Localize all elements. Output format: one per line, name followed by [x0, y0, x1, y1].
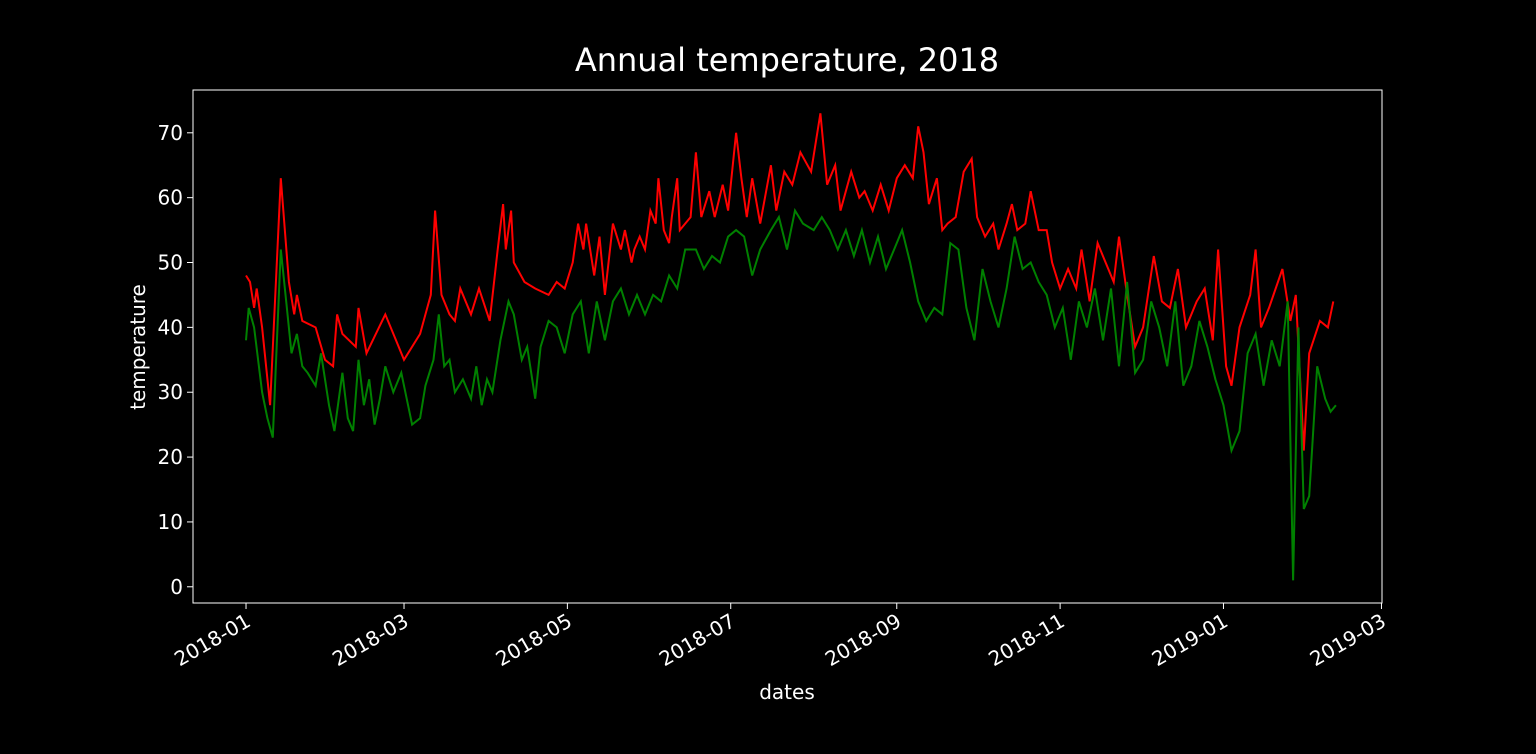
- y-tick-label: 30: [158, 380, 183, 404]
- y-tick-label: 10: [158, 510, 183, 534]
- y-tick-label: 40: [158, 315, 183, 339]
- plot-frame: [192, 89, 1383, 604]
- y-tick-label: 50: [158, 251, 183, 275]
- y-tick-label: 60: [158, 186, 183, 210]
- chart-title: Annual temperature, 2018: [575, 41, 999, 79]
- x-tick-label: 2018-05: [491, 609, 575, 672]
- temperature-line: [245, 207, 1337, 581]
- x-tick-label: 2019-01: [1148, 609, 1232, 672]
- x-tick-label: 2018-03: [328, 609, 412, 672]
- x-tick-label: 2018-07: [655, 609, 739, 672]
- y-tick-label: 70: [158, 121, 183, 145]
- x-tick-label: 2018-11: [984, 609, 1068, 672]
- x-tick-label: 2019-03: [1306, 609, 1390, 672]
- x-axis-label: dates: [759, 680, 815, 704]
- x-tick-label: 2018-09: [821, 609, 905, 672]
- y-tick-label: 0: [170, 575, 183, 599]
- x-tick-label: 2018-01: [170, 609, 254, 672]
- temperature-line: [245, 113, 1335, 451]
- y-axis-label: temperature: [126, 284, 150, 410]
- y-tick-label: 20: [158, 445, 183, 469]
